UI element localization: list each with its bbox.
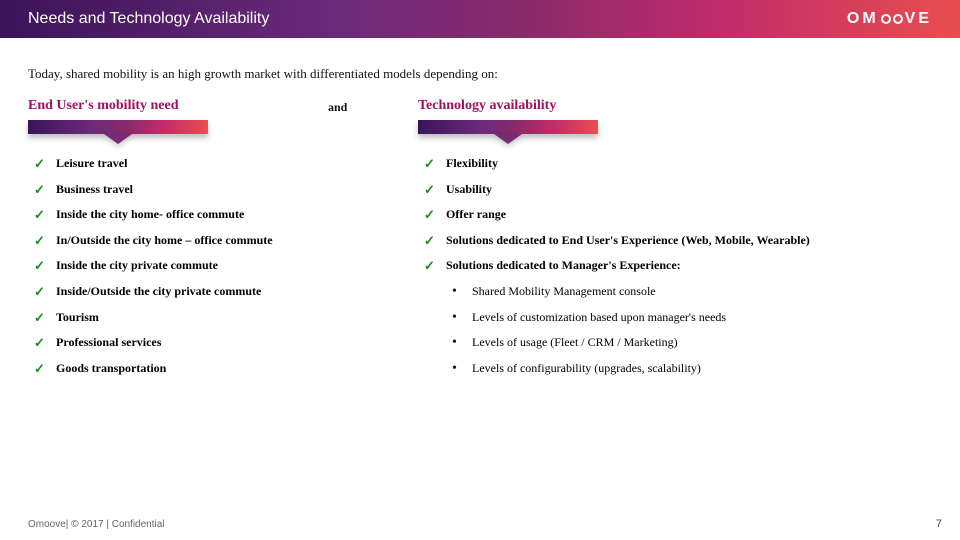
item-text: Solutions dedicated to Manager's Experie… (446, 258, 681, 272)
footer-text: Omoove| © 2017 | Confidential (28, 519, 165, 530)
item-text: Professional services (56, 335, 161, 349)
columns: End User's mobility need and Technology … (0, 92, 960, 144)
item-text: Shared Mobility Management console (472, 284, 656, 298)
arrow-bar-icon (28, 120, 208, 134)
right-list-wrap: Flexibility Usability Offer range Soluti… (418, 150, 932, 386)
right-check-list: Flexibility Usability Offer range Soluti… (424, 156, 932, 274)
item-text: Levels of usage (Fleet / CRM / Marketing… (472, 335, 678, 349)
intro-text: Today, shared mobility is an high growth… (0, 38, 960, 92)
right-arrow (418, 120, 932, 134)
item-text: In/Outside the city home – office commut… (56, 233, 273, 247)
title-bar: Needs and Technology Availability OM VE (0, 0, 960, 38)
logo-text-right: VE (905, 10, 932, 28)
logo-oo-icon (881, 14, 903, 24)
page-number: 7 (936, 518, 942, 530)
list-item: Business travel (34, 182, 418, 198)
list-item: Levels of configurability (upgrades, sca… (452, 361, 932, 377)
arrow-bar-icon (418, 120, 598, 134)
left-list-wrap: Leisure travel Business travel Inside th… (28, 150, 418, 386)
list-item: Solutions dedicated to Manager's Experie… (424, 258, 932, 274)
list-item: Offer range (424, 207, 932, 223)
list-item: Usability (424, 182, 932, 198)
item-text: Inside the city home- office commute (56, 207, 244, 221)
and-text: and (328, 100, 347, 114)
list-item: Levels of customization based upon manag… (452, 310, 932, 326)
left-arrow (28, 120, 328, 134)
item-text: Flexibility (446, 156, 498, 170)
item-text: Offer range (446, 207, 506, 221)
item-text: Business travel (56, 182, 133, 196)
item-text: Inside/Outside the city private commute (56, 284, 261, 298)
list-item: Inside the city home- office commute (34, 207, 418, 223)
item-text: Levels of configurability (upgrades, sca… (472, 361, 701, 375)
item-text: Usability (446, 182, 492, 196)
list-item: Goods transportation (34, 361, 418, 377)
list-item: Inside the city private commute (34, 258, 418, 274)
item-text: Levels of customization based upon manag… (472, 310, 726, 324)
right-column: Technology availability (418, 98, 932, 144)
list-item: Leisure travel (34, 156, 418, 172)
slide-title: Needs and Technology Availability (28, 10, 269, 28)
list-item: Flexibility (424, 156, 932, 172)
slide: Needs and Technology Availability OM VE … (0, 0, 960, 540)
left-column: End User's mobility need (28, 98, 328, 144)
left-check-list: Leisure travel Business travel Inside th… (34, 156, 418, 376)
item-text: Goods transportation (56, 361, 166, 375)
list-item: Solutions dedicated to End User's Experi… (424, 233, 932, 249)
item-text: Inside the city private commute (56, 258, 218, 272)
brand-logo: OM VE (847, 10, 932, 28)
right-heading: Technology availability (418, 98, 932, 114)
list-item: In/Outside the city home – office commut… (34, 233, 418, 249)
item-text: Tourism (56, 310, 99, 324)
mid-column: and (328, 98, 418, 144)
list-item: Tourism (34, 310, 418, 326)
item-text: Leisure travel (56, 156, 127, 170)
columns-body: Leisure travel Business travel Inside th… (0, 144, 960, 386)
logo-text-left: OM (847, 10, 879, 28)
list-item: Shared Mobility Management console (452, 284, 932, 300)
item-text: Solutions dedicated to End User's Experi… (446, 233, 810, 247)
left-heading: End User's mobility need (28, 98, 328, 114)
list-item: Levels of usage (Fleet / CRM / Marketing… (452, 335, 932, 351)
right-bullet-list: Shared Mobility Management console Level… (452, 284, 932, 376)
list-item: Professional services (34, 335, 418, 351)
list-item: Inside/Outside the city private commute (34, 284, 418, 300)
